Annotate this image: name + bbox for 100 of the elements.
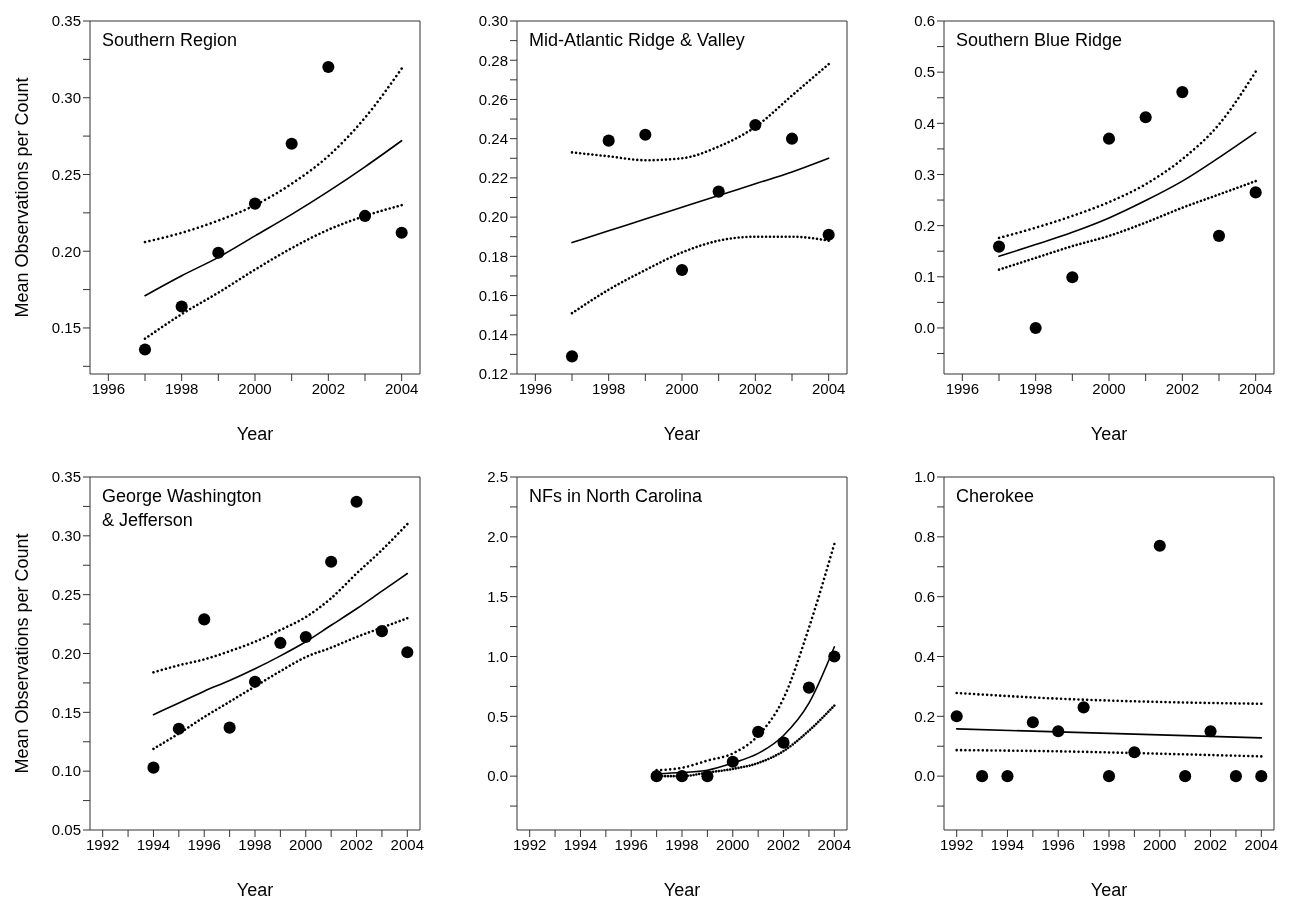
- point: [752, 725, 765, 738]
- point: [822, 228, 835, 241]
- text: George Washington & Jefferson: [102, 485, 262, 532]
- point: [639, 128, 652, 141]
- text: Southern Blue Ridge: [956, 29, 1123, 52]
- y-tick-label: 0.20: [51, 242, 81, 260]
- point: [1255, 770, 1268, 783]
- x-tick-label: 1998: [591, 379, 626, 397]
- x-axis-title: Year: [236, 424, 274, 444]
- point: [777, 736, 790, 749]
- point: [198, 613, 211, 626]
- y-tick-label: 0.14: [478, 326, 508, 344]
- x-tick-label: 2004: [1244, 835, 1278, 853]
- point: [712, 185, 725, 198]
- x-tick-label: 1994: [563, 835, 598, 853]
- point: [138, 343, 152, 356]
- x-tick-label: 2004: [817, 835, 851, 853]
- x-tick-label: 1998: [1018, 379, 1053, 397]
- point: [950, 710, 963, 723]
- point: [1229, 770, 1242, 783]
- point: [1249, 186, 1262, 199]
- y-tick-label: 0.25: [51, 585, 81, 603]
- x-tick-label: 2004: [811, 379, 846, 397]
- point: [1026, 716, 1039, 729]
- y-axis-title: Mean Observations per Count: [12, 77, 33, 318]
- x-tick-label: 1992: [940, 835, 974, 853]
- point: [565, 350, 579, 363]
- x-tick-label: 1994: [990, 835, 1025, 853]
- y-tick-label: 0.05: [51, 821, 81, 839]
- point: [322, 61, 335, 74]
- point: [976, 770, 989, 783]
- line-series: [152, 616, 409, 751]
- x-axis-title: Year: [236, 880, 274, 900]
- y-tick-label: 0.15: [51, 319, 81, 337]
- y-tick-label: 0.24: [478, 129, 508, 147]
- line-series: [998, 131, 1257, 258]
- x-tick-label: 2002: [738, 379, 773, 397]
- y-tick-label: 0.5: [487, 707, 508, 725]
- y-tick-label: 0.5: [914, 63, 935, 81]
- line-series: [571, 157, 830, 244]
- x-tick-label: 1998: [665, 835, 699, 853]
- x-tick-label: 1992: [86, 835, 120, 853]
- point: [395, 226, 408, 239]
- y-tick-label: 0.30: [478, 12, 508, 30]
- line-series: [997, 70, 1257, 240]
- point: [358, 209, 372, 222]
- text: Cherokee: [956, 485, 1035, 508]
- point: [172, 722, 185, 735]
- point: [1153, 539, 1166, 552]
- x-tick-label: 1996: [518, 379, 553, 397]
- y-tick-label: 0.30: [51, 527, 81, 545]
- point: [675, 770, 689, 783]
- y-tick-label: 0.20: [478, 208, 508, 226]
- y-tick-label: 0.35: [51, 468, 81, 486]
- point: [992, 240, 1006, 253]
- point: [147, 761, 160, 774]
- x-tick-label: 2002: [1193, 835, 1228, 853]
- line-series: [144, 139, 403, 297]
- y-tick-label: 0.35: [51, 12, 81, 30]
- point: [274, 636, 287, 649]
- x-tick-label: 1996: [945, 379, 980, 397]
- point: [212, 246, 225, 259]
- x-tick-label: 1996: [187, 835, 221, 853]
- point: [828, 650, 841, 663]
- y-tick-label: 0.28: [478, 51, 508, 69]
- line-series: [143, 203, 403, 340]
- point: [1102, 770, 1116, 783]
- point: [299, 630, 312, 644]
- y-tick-label: 0.0: [914, 767, 935, 785]
- x-tick-label: 2000: [1143, 835, 1177, 853]
- y-tick-label: 0.10: [51, 762, 81, 780]
- line-series: [997, 179, 1257, 271]
- point: [1029, 321, 1042, 334]
- x-tick-label: 2000: [1092, 379, 1126, 397]
- y-tick-label: 0.6: [914, 587, 935, 605]
- text: Southern Region: [102, 29, 238, 52]
- y-tick-label: 0.22: [478, 169, 508, 187]
- x-tick-label: 1996: [91, 379, 126, 397]
- y-tick-label: 0.15: [51, 703, 81, 721]
- x-tick-label: 1998: [164, 379, 199, 397]
- line-series: [143, 67, 403, 244]
- y-tick-label: 1.0: [487, 647, 508, 665]
- y-axis-title: Mean Observations per Count: [12, 533, 33, 774]
- line-series: [955, 748, 1263, 758]
- point: [1179, 770, 1192, 783]
- line-series: [152, 572, 409, 716]
- point: [401, 646, 414, 659]
- x-tick-label: 2002: [339, 835, 374, 853]
- x-tick-label: 1994: [136, 835, 171, 853]
- x-tick-label: 1996: [614, 835, 648, 853]
- point: [248, 197, 262, 210]
- y-tick-label: 0.4: [914, 647, 935, 665]
- y-tick-label: 0.3: [914, 165, 935, 183]
- point: [726, 755, 739, 768]
- x-axis-title: Year: [663, 880, 701, 900]
- x-tick-label: 2000: [289, 835, 323, 853]
- point: [1128, 746, 1141, 759]
- y-tick-label: 0.2: [914, 216, 935, 234]
- x-tick-label: 2002: [1165, 379, 1200, 397]
- y-tick-label: 0.20: [51, 644, 81, 662]
